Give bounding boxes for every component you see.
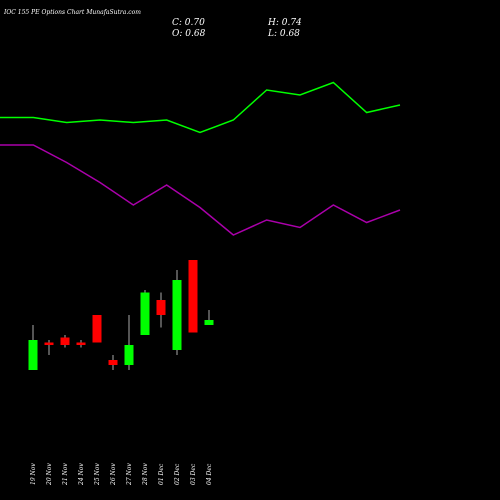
x-tick-label: 24 Nov [78,463,85,486]
candle-body [172,280,182,350]
candle-body [124,345,134,365]
high-label: H: 0.74 [267,18,302,28]
x-tick-label: 04 Dec [206,463,213,485]
candle-body [156,300,166,315]
x-tick-label: 26 Nov [110,463,117,486]
open-label: O: 0.68 [172,29,206,39]
x-tick-label: 25 Nov [94,463,101,486]
x-tick-label: 21 Nov [62,463,69,486]
candle-body [60,337,70,345]
candle-body [204,320,214,325]
x-tick-label: 28 Nov [142,463,149,486]
candle-body [28,340,38,370]
candle-body [76,342,86,345]
x-tick-label: 27 Nov [126,463,133,486]
close-label: C: 0.70 [172,18,205,28]
low-label: L: 0.68 [267,29,300,39]
candle-body [92,315,102,343]
candle-body [108,360,118,365]
candle-body [140,292,150,335]
candle-body [44,342,54,345]
indicator-line [0,144,401,236]
x-tick-label: 02 Dec [174,463,181,485]
x-tick-label: 20 Nov [46,463,53,486]
x-tick-label: 19 Nov [30,463,37,485]
x-tick-label: 03 Dec [190,463,197,485]
chart-title: IOC 155 PE Options Chart MunafaSutra.com [3,9,141,16]
candle-body [188,260,198,333]
indicator-line [0,81,401,134]
x-tick-label: 01 Dec [158,463,165,485]
